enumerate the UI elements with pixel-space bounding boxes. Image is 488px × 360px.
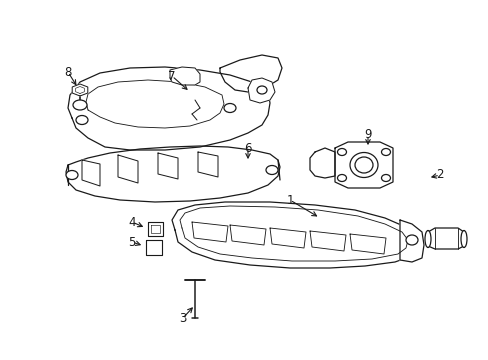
Ellipse shape xyxy=(337,175,346,181)
Text: 4: 4 xyxy=(128,216,136,229)
Ellipse shape xyxy=(257,86,266,94)
Polygon shape xyxy=(66,146,280,202)
Ellipse shape xyxy=(337,148,346,156)
Polygon shape xyxy=(170,67,200,85)
Polygon shape xyxy=(172,202,417,268)
Text: 3: 3 xyxy=(179,311,186,324)
Ellipse shape xyxy=(354,157,372,173)
Polygon shape xyxy=(247,78,274,103)
Text: 9: 9 xyxy=(364,129,371,141)
Polygon shape xyxy=(334,142,392,188)
Polygon shape xyxy=(399,220,423,262)
Polygon shape xyxy=(427,228,463,249)
Polygon shape xyxy=(269,228,305,248)
Ellipse shape xyxy=(265,166,278,175)
Polygon shape xyxy=(309,231,346,251)
Polygon shape xyxy=(146,240,162,255)
Ellipse shape xyxy=(349,153,377,177)
Ellipse shape xyxy=(405,235,417,245)
Polygon shape xyxy=(220,55,282,92)
Ellipse shape xyxy=(66,171,78,180)
Polygon shape xyxy=(198,152,218,177)
Text: 7: 7 xyxy=(168,69,175,82)
Ellipse shape xyxy=(424,230,430,248)
Polygon shape xyxy=(309,148,334,178)
Text: 1: 1 xyxy=(285,194,293,207)
Ellipse shape xyxy=(381,175,390,181)
Polygon shape xyxy=(349,234,385,254)
Text: 6: 6 xyxy=(244,141,251,154)
Polygon shape xyxy=(148,222,163,236)
Text: 8: 8 xyxy=(64,66,72,78)
Ellipse shape xyxy=(460,230,466,248)
Text: 5: 5 xyxy=(128,235,135,248)
Text: 2: 2 xyxy=(435,168,443,181)
Ellipse shape xyxy=(224,104,236,112)
Polygon shape xyxy=(158,153,178,179)
Polygon shape xyxy=(72,84,88,96)
Ellipse shape xyxy=(76,116,88,125)
Polygon shape xyxy=(192,222,227,242)
Polygon shape xyxy=(229,225,265,245)
Ellipse shape xyxy=(381,148,390,156)
Ellipse shape xyxy=(73,100,87,110)
Polygon shape xyxy=(82,160,100,186)
Polygon shape xyxy=(68,67,269,150)
Polygon shape xyxy=(118,155,138,183)
